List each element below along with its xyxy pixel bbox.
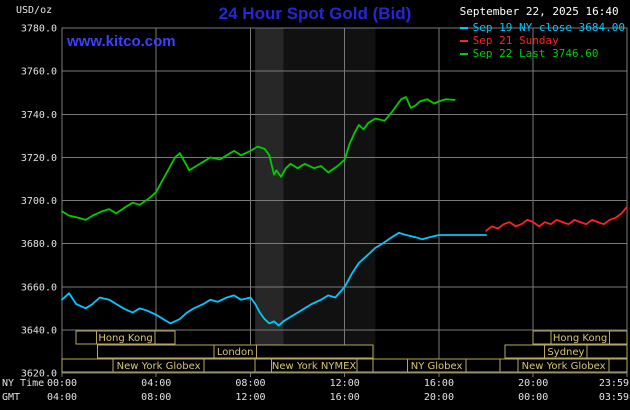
legend-label: Sep 21 Sunday: [472, 34, 559, 47]
y-tick-label: 3660.0: [21, 282, 57, 293]
session-box: [96, 344, 374, 359]
y-tick-label: 3620.0: [21, 369, 57, 380]
session-label: New York NYMEX: [272, 361, 357, 372]
series-line: [61, 231, 488, 327]
legend-item: Sep 19 NY close 3684.00: [459, 21, 625, 34]
session-label: NY Globex: [411, 361, 463, 372]
session-label: Hong Kong: [553, 333, 607, 344]
x-tick-label-gmt: 08:00: [141, 392, 171, 403]
kitco-watermark-link[interactable]: www.kitco.com: [67, 33, 176, 50]
session-box: [75, 330, 176, 345]
legend-color-dash: [459, 39, 468, 42]
y-tick-label: 3780.0: [21, 24, 57, 35]
legend-item: Sep 22 Last 3746.60: [459, 47, 625, 60]
gmt-axis-label: GMT: [2, 392, 20, 403]
price-series: [61, 96, 628, 327]
x-tick-label-gmt: 00:00: [518, 392, 548, 403]
x-tick-label-ny: 12:00: [330, 378, 360, 389]
session-label: London: [217, 347, 254, 358]
x-tick-label-ny: 08:00: [235, 378, 265, 389]
series-line: [485, 206, 628, 232]
y-tick-label: 3760.0: [21, 67, 57, 78]
x-tick-label-gmt: 16:00: [330, 392, 360, 403]
chart-info-panel: September 22, 2025 16:40 Sep 19 NY close…: [459, 5, 625, 60]
session-box: [532, 330, 628, 345]
y-tick-label: 3740.0: [21, 110, 57, 121]
session-label: Hong Kong: [98, 333, 152, 344]
session-box: [504, 344, 628, 359]
axis-labels: 3620.0 3640.0 3660.0 3680.0 3700.0 3720.0 3740…: [2, 24, 629, 404]
legend-color-dash: [459, 26, 468, 29]
session-label: Sydney: [547, 347, 584, 358]
y-tick-label: 3680.0: [21, 239, 57, 250]
ny-time-axis-label: NY Time: [2, 378, 44, 389]
x-tick-label-ny: 23:59: [599, 378, 629, 389]
x-tick-label-gmt: 12:00: [235, 392, 265, 403]
session-label: New York Globex: [522, 361, 606, 372]
y-tick-label: 3640.0: [21, 325, 57, 336]
legend: Sep 19 NY close 3684.00 Sep 21 Sunday Sep …: [459, 21, 625, 60]
legend-label: Sep 19 NY close 3684.00: [472, 21, 625, 34]
x-tick-label-gmt: 20:00: [424, 392, 454, 403]
series-line: [61, 96, 456, 221]
y-tick-label: 3720.0: [21, 153, 57, 164]
x-tick-label-ny: 16:00: [424, 378, 454, 389]
y-axis-unit-label: USD/oz: [16, 5, 53, 16]
x-tick-label-gmt: 04:00: [47, 392, 77, 403]
chart-datetime: September 22, 2025 16:40: [459, 5, 619, 18]
session-box: [499, 358, 628, 373]
x-tick-label-ny: 00:00: [47, 378, 77, 389]
market-session-bars: Hong Kong Hong Kong London Sydney New York G…: [61, 330, 628, 373]
legend-label: Sep 22 Last 3746.60: [472, 47, 599, 60]
legend-item: Sep 21 Sunday: [459, 34, 625, 47]
x-tick-label-gmt: 03:59: [599, 392, 629, 403]
legend-color-dash: [459, 52, 468, 55]
x-tick-label-ny: 20:00: [518, 378, 548, 389]
x-tick-label-ny: 04:00: [141, 378, 171, 389]
session-label: New York Globex: [117, 361, 201, 372]
y-tick-label: 3700.0: [21, 196, 57, 207]
